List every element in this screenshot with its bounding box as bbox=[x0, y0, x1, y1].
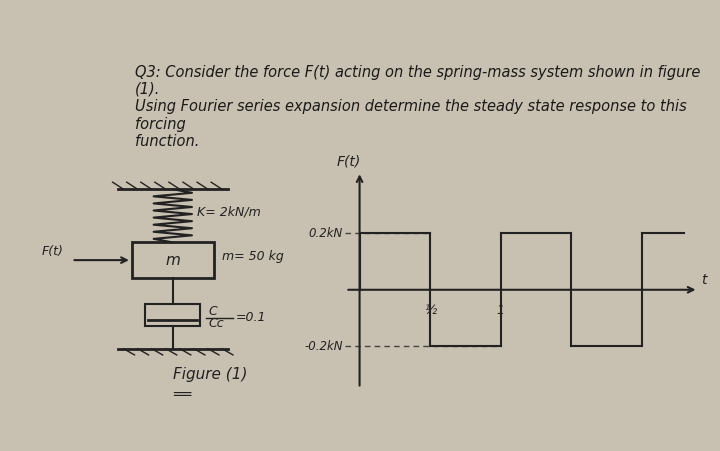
Bar bbox=[132, 243, 214, 278]
Text: Figure (1): Figure (1) bbox=[173, 367, 247, 382]
Text: C: C bbox=[208, 305, 217, 318]
Text: m= 50 kg: m= 50 kg bbox=[222, 250, 284, 263]
Text: ½: ½ bbox=[424, 304, 436, 317]
Text: K= 2kN/m: K= 2kN/m bbox=[197, 206, 261, 219]
Text: ══: ══ bbox=[173, 387, 191, 402]
Text: t: t bbox=[701, 273, 707, 287]
Text: m: m bbox=[166, 253, 180, 267]
Bar bbox=[145, 304, 200, 326]
Text: Cc: Cc bbox=[208, 318, 224, 331]
Text: 0.2kN: 0.2kN bbox=[308, 227, 343, 240]
Text: F(t): F(t) bbox=[42, 245, 63, 258]
Text: -0.2kN: -0.2kN bbox=[304, 340, 343, 353]
Text: 1: 1 bbox=[497, 304, 505, 317]
Text: F(t): F(t) bbox=[336, 155, 361, 169]
Text: Q3: Consider the force F(t) acting on the spring-mass system shown in figure (1): Q3: Consider the force F(t) acting on th… bbox=[135, 64, 700, 149]
Text: =0.1: =0.1 bbox=[235, 311, 266, 324]
